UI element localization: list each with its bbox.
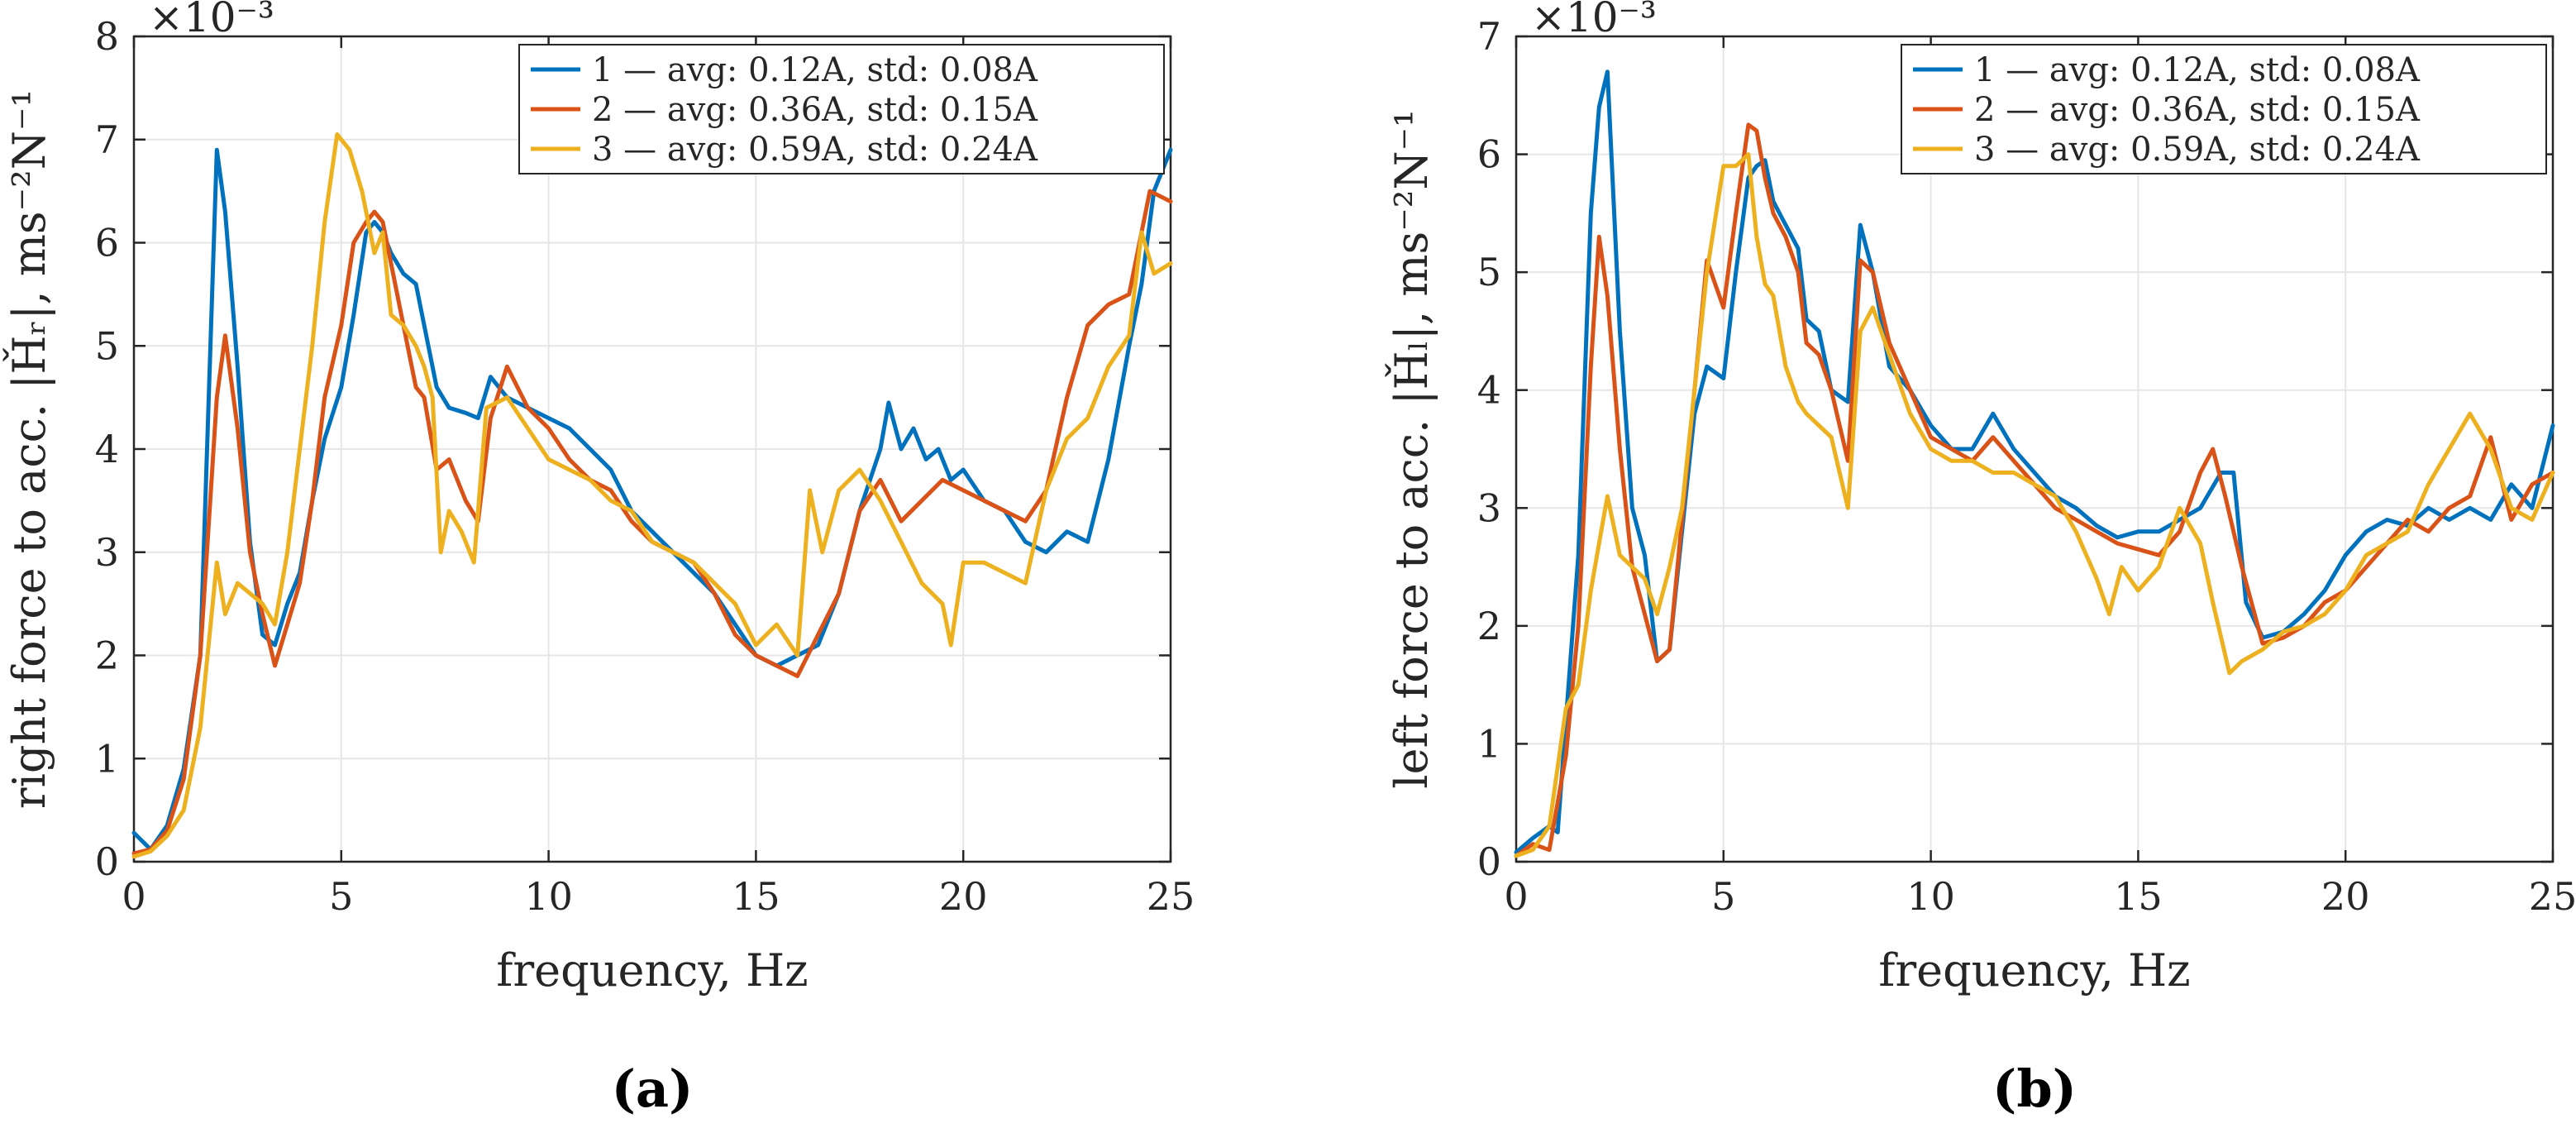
y-tick-label: 7 [95, 117, 119, 162]
legend-box [518, 44, 1165, 174]
y-tick-label: 6 [1477, 132, 1501, 177]
x-tick-label: 15 [732, 874, 780, 919]
y-axis-label-b: left force to acc. |Ȟₗ|, ms⁻²N⁻¹ [1385, 109, 1438, 789]
series-line-1 [131, 147, 1173, 852]
series-line-2 [1514, 122, 2555, 858]
y-tick-label: 1 [95, 736, 119, 781]
x-axis-label-b: frequency, Hz [1878, 944, 2190, 997]
y-tick-label: 7 [1477, 14, 1501, 59]
y-tick-label: 3 [1477, 485, 1501, 530]
axes-box-b [1515, 35, 2555, 863]
y-tick-label: 2 [1477, 604, 1501, 648]
ticks-a: 0 5 10 15 20 25 0 1 2 3 4 5 6 7 8 [95, 14, 1195, 919]
chart-panel-b: 0 5 10 15 20 25 0 1 2 3 4 5 6 7 ×10⁻³ frequency, Hz l… [1385, 0, 2576, 1119]
y-tick-label: 6 [95, 221, 119, 265]
x-tick-label: 15 [2114, 874, 2163, 919]
legend-entry-2: 2 — avg: 0.36A, std: 0.15A [592, 91, 1038, 129]
y-tick-label: 2 [95, 633, 119, 678]
y-axis-label-a: right force to acc. |Ȟᵣ|, ms⁻²N⁻¹ [2, 89, 55, 809]
x-axis-label-a: frequency, Hz [496, 944, 808, 997]
series-line-3 [131, 132, 1173, 859]
ticks-b: 0 5 10 15 20 25 0 1 2 3 4 5 6 7 [1477, 14, 2576, 919]
y-tick-label: 4 [1477, 368, 1501, 413]
legend-entry-2: 2 — avg: 0.36A, std: 0.15A [1974, 91, 2421, 129]
series-layer-a [131, 132, 1173, 859]
x-tick-label: 20 [939, 874, 988, 919]
series-line-1 [1514, 69, 2555, 855]
legend-entry-1: 1 — avg: 0.12A, std: 0.08A [1974, 51, 2421, 89]
panel-label-a: (a) [612, 1059, 694, 1119]
legend-entry-1: 1 — avg: 0.12A, std: 0.08A [592, 51, 1038, 89]
y-tick-label: 8 [95, 14, 119, 59]
x-tick-label: 0 [1504, 874, 1528, 919]
x-tick-label: 0 [122, 874, 145, 919]
series-line-3 [1514, 152, 2555, 858]
series-layer-b [1514, 69, 2555, 858]
series-line-2 [131, 189, 1173, 856]
x-tick-label: 20 [2321, 874, 2370, 919]
x-tick-label: 10 [524, 874, 573, 919]
legend-box [1901, 44, 2547, 174]
x-tick-label: 5 [329, 874, 353, 919]
y-tick-label: 4 [95, 427, 119, 471]
x-tick-label: 5 [1711, 874, 1735, 919]
x-tick-label: 10 [1906, 874, 1955, 919]
y-exponent-label-b: ×10⁻³ [1531, 0, 1657, 41]
legend-entry-3: 3 — avg: 0.59A, std: 0.24A [592, 131, 1038, 169]
legend-entry-3: 3 — avg: 0.59A, std: 0.24A [1974, 131, 2421, 169]
x-tick-label: 25 [2529, 874, 2576, 919]
y-tick-label: 5 [95, 323, 119, 368]
y-tick-label: 1 [1477, 721, 1501, 766]
x-tick-label: 25 [1147, 874, 1195, 919]
y-exponent-label-a: ×10⁻³ [149, 0, 274, 41]
y-tick-label: 0 [1477, 839, 1501, 884]
panel-label-b: (b) [1992, 1059, 2077, 1119]
y-tick-label: 5 [1477, 250, 1501, 294]
y-tick-label: 0 [95, 839, 119, 884]
y-tick-label: 3 [95, 530, 119, 575]
